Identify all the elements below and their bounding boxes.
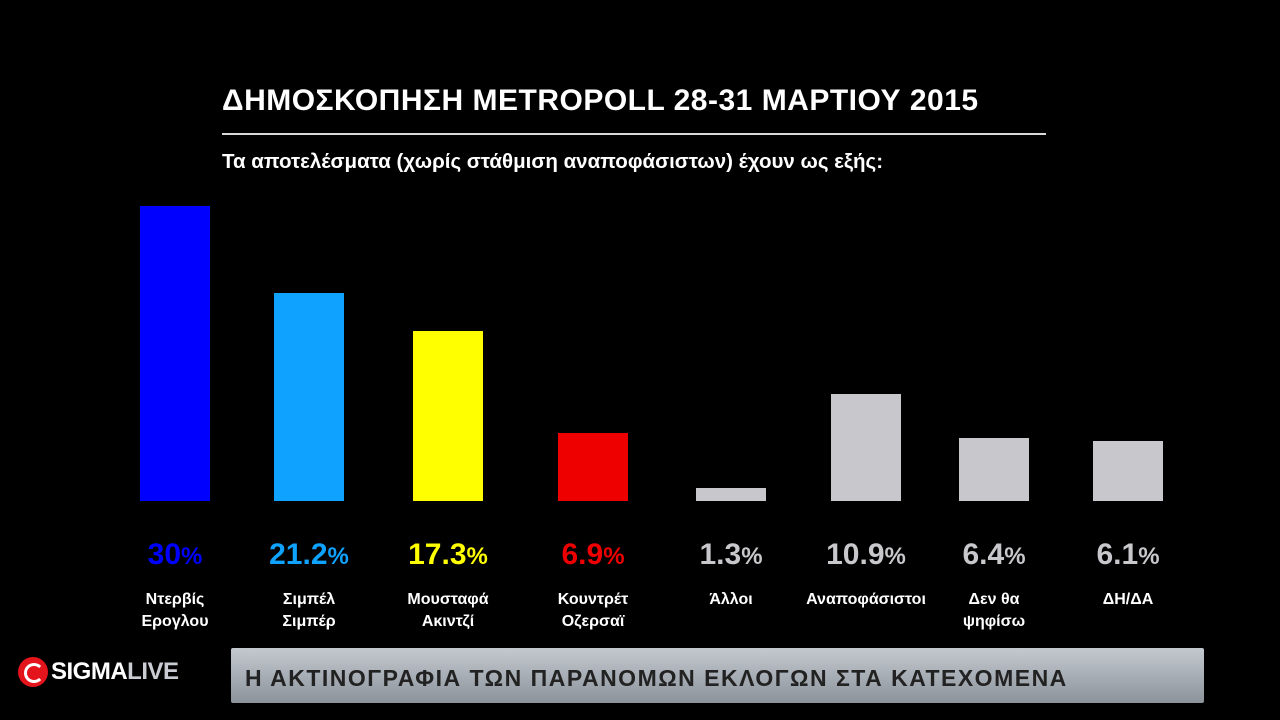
bar-0 [140,206,210,501]
bar-5 [831,393,901,501]
value-label-4: 1.3% [699,538,763,571]
category-label-2: Μουσταφά Ακιντζί [407,591,489,630]
category-label-1: Σιμπέλ Σιμπέρ [282,591,336,630]
bar-6 [959,438,1029,501]
bar-3 [558,433,628,501]
bar-4 [696,488,766,501]
ticker-text: Η ΑΚΤΙΝΟΓΡΑΦΙΑ ΤΩΝ ΠΑΡΑΝΟΜΩΝ ΕΚΛΟΓΩΝ ΣΤΑ… [245,665,1068,691]
category-label-3: Κουντρέτ Οζερσαϊ [557,591,629,630]
logo-live: LIVE [127,658,179,685]
news-ticker: Η ΑΚΤΙΝΟΓΡΑΦΙΑ ΤΩΝ ΠΑΡΑΝΟΜΩΝ ΕΚΛΟΓΩΝ ΣΤΑ… [231,648,1204,703]
value-label-7: 6.1% [1096,538,1160,571]
bar-2 [413,330,483,501]
value-label-5: 10.9% [826,538,906,571]
value-label-3: 6.9% [561,538,625,571]
chart-subtitle: Τα αποτελέσματα (χωρίς στάθμιση αναποφάσ… [222,150,884,173]
category-label-0: Ντερβίς Ερογλου [141,591,209,630]
value-label-2: 17.3% [408,538,488,571]
logo-text: SIGMALIVE [51,658,179,686]
category-label-7: ΔΗ/ΔΑ [1102,591,1154,608]
sigmalive-logo-icon [18,657,48,687]
value-label-1: 21.2% [269,538,349,571]
value-label-0: 30% [147,538,203,571]
value-label-6: 6.4% [962,538,1026,571]
chart-title: ΔΗΜΟΣΚΟΠΗΣΗ METROPOLL 28-31 ΜΑΡΤΙΟΥ 2015 [222,84,979,117]
sigmalive-logo: SIGMALIVE [18,655,179,689]
bar-7 [1093,441,1163,501]
category-label-6: Δεν θα ψηφίσω [962,591,1026,630]
category-label-4: Άλλοι [709,591,753,608]
bar-1 [274,292,344,501]
title-divider [222,133,1046,135]
category-label-5: Αναποφάσιστοι [806,591,926,608]
logo-sigma: SIGMA [51,658,128,685]
